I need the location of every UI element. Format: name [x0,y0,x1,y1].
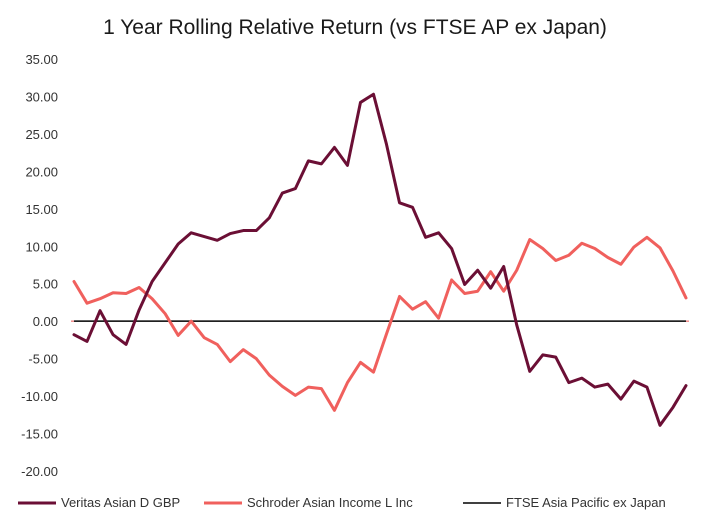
y-axis: 35.00 30.00 25.00 20.00 15.00 10.00 5.00 0.00 -5… [21,52,58,479]
y-tick-label: -20.00 [21,464,58,479]
y-tick-label: -10.00 [21,389,58,404]
legend-label-veritas-asian-d-gbp: Veritas Asian D GBP [61,495,180,510]
series-line-schroder-asian-income-l-inc [72,235,688,412]
y-tick-label: -5.00 [28,352,58,367]
y-tick-label: 25.00 [25,127,58,142]
legend: Veritas Asian D GBP Schroder Asian Income… [18,495,666,510]
y-tick-label: -15.00 [21,427,58,442]
series-line-veritas-asian-d-gbp [72,92,688,427]
y-tick-label: 35.00 [25,52,58,67]
y-tick-label: 0.00 [33,314,58,329]
legend-label-ftse-asia-pacific-ex-japan: FTSE Asia Pacific ex Japan [506,495,666,510]
y-tick-label: 5.00 [33,277,58,292]
y-tick-label: 30.00 [25,89,58,104]
chart-title: 1 Year Rolling Relative Return (vs FTSE … [103,16,607,39]
plot-area [71,92,689,427]
y-tick-label: 20.00 [25,164,58,179]
y-tick-label: 15.00 [25,202,58,217]
legend-label-schroder-asian-income-l-inc: Schroder Asian Income L Inc [247,495,413,510]
y-tick-label: 10.00 [25,239,58,254]
